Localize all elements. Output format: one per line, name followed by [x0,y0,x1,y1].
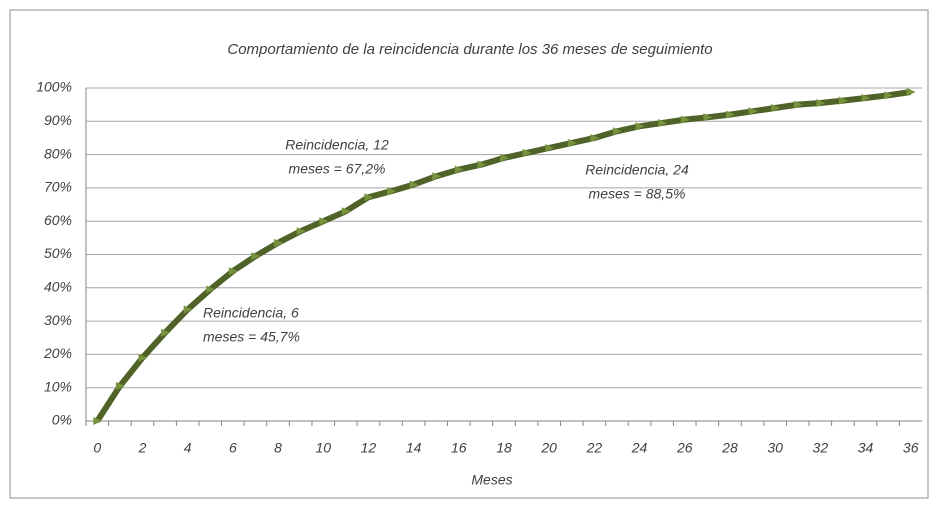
x-tick-label: 10 [315,440,331,456]
point-marker [251,252,261,261]
point-marker [771,103,781,112]
point-marker [680,115,690,124]
point-marker [454,165,464,174]
point-marker [545,143,555,152]
x-tick-label: 0 [93,440,101,456]
x-tick-label: 20 [540,440,557,456]
point-marker [93,417,103,425]
y-tick-label: 90% [44,112,72,128]
point-marker [635,122,645,131]
x-tick-label: 4 [184,440,192,456]
y-tick-label: 40% [44,279,72,295]
point-marker [319,217,329,226]
annotation: Reincidencia, 12 [285,137,389,153]
point-marker [228,267,238,276]
x-tick-label: 24 [631,440,648,456]
point-marker [341,207,351,216]
x-tick-label: 22 [586,440,603,456]
point-marker [658,118,668,127]
x-tick-label: 14 [406,440,422,456]
x-tick-label: 32 [813,440,829,456]
annotation: Reincidencia, 24 [585,162,689,178]
point-marker [161,328,171,337]
annotation: meses = 67,2% [289,161,386,177]
x-tick-label: 16 [451,440,467,456]
annotation: meses = 88,5% [589,186,686,202]
point-marker [432,172,442,181]
point-marker [115,382,125,391]
point-marker [364,193,374,202]
annotation: Reincidencia, 6 [203,305,299,321]
point-marker [274,238,284,247]
point-marker [906,87,916,96]
point-marker [296,227,306,236]
point-marker [703,113,713,122]
point-marker [183,305,193,314]
y-tick-label: 80% [44,145,72,161]
point-marker [793,100,803,109]
annotation: meses = 45,7% [203,329,300,345]
point-marker [612,127,622,136]
x-tick-label: 36 [903,440,919,456]
x-tick-label: 6 [229,440,237,456]
point-marker [567,138,577,147]
chart-title: Comportamiento de la reincidencia durant… [227,41,712,58]
y-tick-label: 100% [36,79,72,95]
x-tick-label: 26 [676,440,693,456]
x-tick-label: 34 [858,440,874,456]
point-marker [387,187,397,196]
point-marker [409,180,419,189]
point-marker [138,353,148,362]
point-marker [838,96,848,105]
y-tick-label: 20% [43,345,72,361]
point-marker [522,148,532,157]
x-tick-label: 18 [496,440,512,456]
point-marker [477,160,487,169]
x-tick-label: 2 [138,440,147,456]
y-tick-label: 30% [44,312,72,328]
point-marker [590,133,600,142]
y-tick-label: 70% [44,179,72,195]
x-tick-label: 12 [361,440,377,456]
point-marker [748,107,758,116]
point-marker [725,110,735,119]
x-axis-label: Meses [471,472,512,488]
point-marker [500,153,509,162]
point-marker [861,93,871,102]
y-tick-label: 0% [52,412,72,428]
x-tick-label: 8 [274,440,282,456]
x-tick-label: 28 [721,440,738,456]
x-tick-label: 30 [767,440,783,456]
point-marker [206,285,216,294]
y-tick-label: 50% [44,245,72,261]
y-tick-label: 60% [44,212,72,228]
point-marker [884,91,894,100]
y-tick-label: 10% [44,378,72,394]
point-marker [816,98,826,107]
